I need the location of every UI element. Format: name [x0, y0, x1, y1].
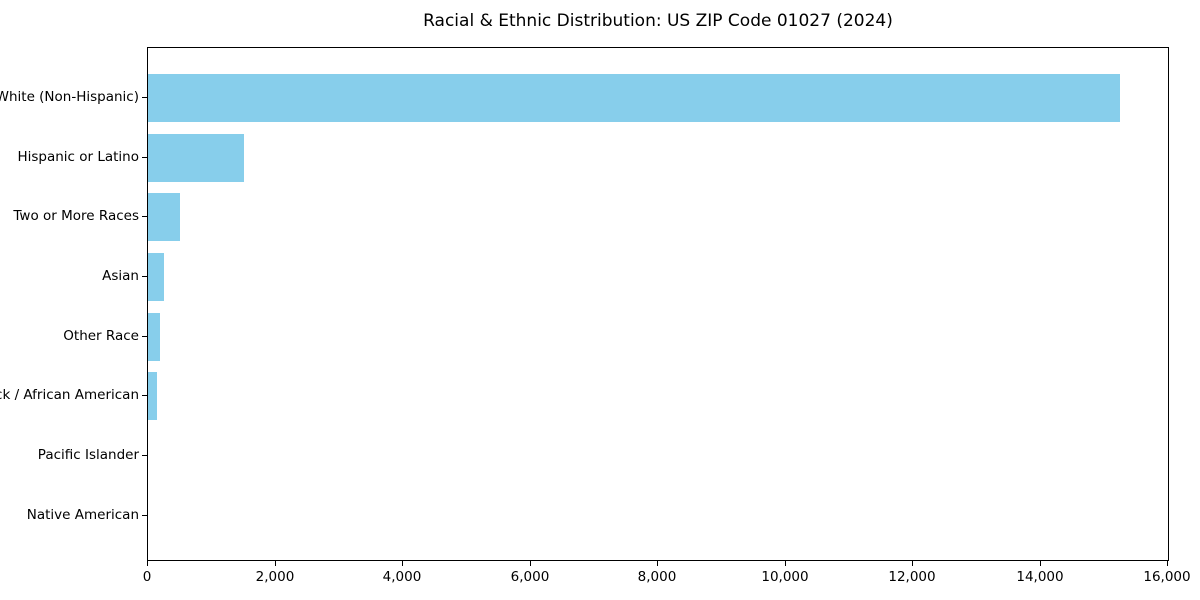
x-tick-mark: [147, 561, 148, 566]
bar-4: [148, 313, 160, 361]
y-tick-mark: [142, 515, 147, 516]
y-tick-mark: [142, 216, 147, 217]
x-tick-mark: [275, 561, 276, 566]
x-tick-mark: [402, 561, 403, 566]
bar-5: [148, 372, 157, 420]
x-tick-mark: [785, 561, 786, 566]
x-tick-mark: [530, 561, 531, 566]
bar-3: [148, 253, 164, 301]
x-tick-mark: [657, 561, 658, 566]
x-tick-label: 0: [142, 569, 152, 585]
x-tick-label: 10,000: [761, 569, 809, 585]
y-tick-label: Other Race: [63, 328, 139, 344]
y-tick-label: Two or More Races: [13, 208, 139, 224]
y-tick-label: Native American: [26, 507, 139, 523]
x-tick-label: 8,000: [637, 569, 677, 585]
x-tick-mark: [1167, 561, 1168, 566]
x-tick-label: 4,000: [382, 569, 422, 585]
y-tick-label: White (Non-Hispanic): [0, 89, 139, 105]
y-tick-mark: [142, 157, 147, 158]
x-tick-mark: [912, 561, 913, 566]
bar-0: [148, 74, 1120, 122]
plot-area: [147, 47, 1169, 561]
chart-title: Racial & Ethnic Distribution: US ZIP Cod…: [423, 11, 893, 31]
y-tick-label: Asian: [102, 268, 139, 284]
y-tick-mark: [142, 97, 147, 98]
y-tick-mark: [142, 395, 147, 396]
bar-1: [148, 134, 244, 182]
x-tick-mark: [1040, 561, 1041, 566]
x-tick-label: 16,000: [1143, 569, 1191, 585]
y-tick-label: Hispanic or Latino: [17, 149, 139, 165]
y-tick-mark: [142, 336, 147, 337]
x-tick-label: 14,000: [1016, 569, 1064, 585]
x-tick-label: 2,000: [255, 569, 295, 585]
y-tick-label: Black / African American: [0, 387, 139, 403]
x-tick-label: 12,000: [888, 569, 936, 585]
y-tick-mark: [142, 455, 147, 456]
y-tick-label: Pacific Islander: [37, 447, 139, 463]
bar-2: [148, 193, 180, 241]
y-tick-mark: [142, 276, 147, 277]
x-tick-label: 6,000: [510, 569, 550, 585]
